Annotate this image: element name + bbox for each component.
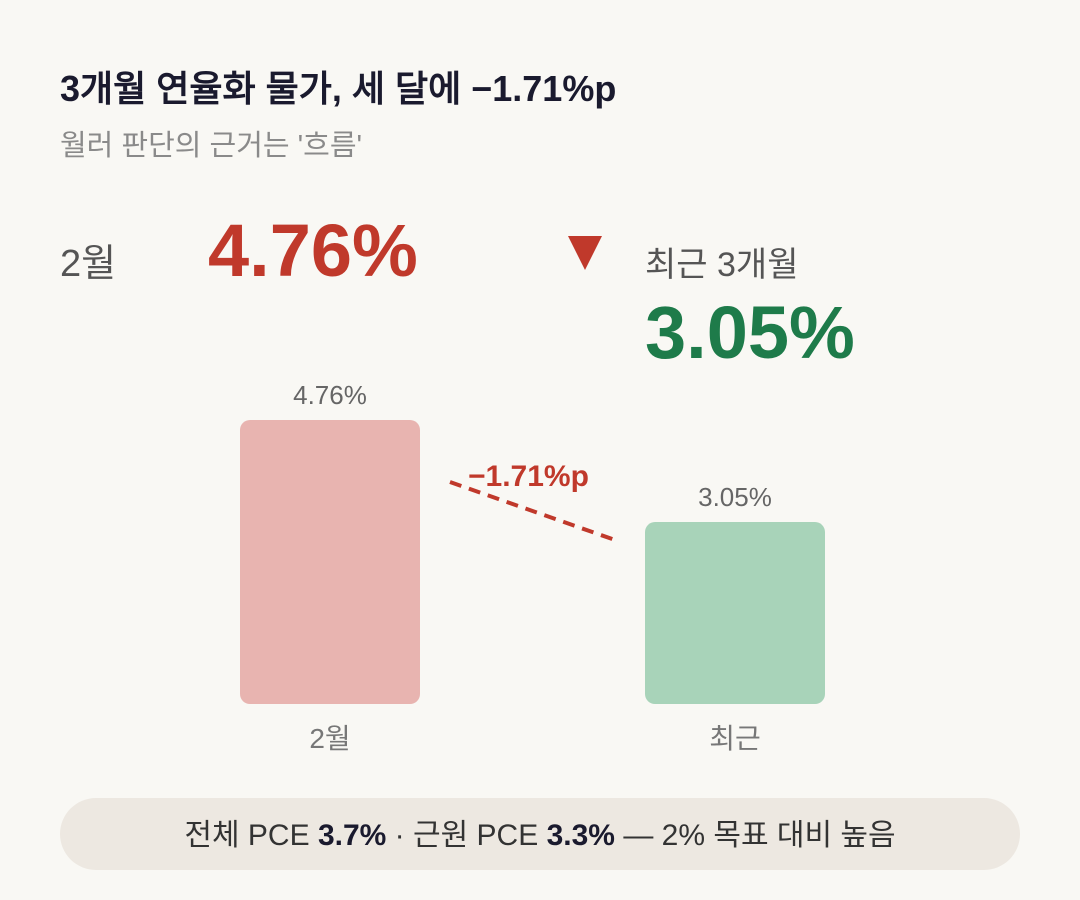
bar: [645, 522, 825, 704]
bar-group: 4.76% 2월 3.05% 최근: [240, 380, 825, 754]
x-tick-label: 최근: [709, 723, 761, 754]
footer-separator: ·: [395, 819, 405, 852]
compare-left-value: 4.76%: [208, 209, 418, 292]
footer-label: 근원 PCE: [413, 819, 538, 852]
footer-value: 3.3%: [547, 819, 615, 852]
footer-pill: [60, 798, 1020, 870]
chart-title: 3개월 연율화 물가, 세 달에 −1.71%p: [60, 68, 616, 109]
footer-text: 전체 PCE 3.7% · 근원 PCE 3.3% — 2% 목표 대비 높음: [184, 819, 895, 852]
change-annotation: −1.71%p: [468, 460, 589, 493]
chart-subtitle: 월러 판단의 근거는 '흐름': [60, 129, 362, 162]
footer-label: 전체 PCE: [184, 819, 309, 852]
footer-note: — 2% 목표 대비 높음: [623, 819, 895, 852]
compare-right-value: 3.05%: [645, 291, 855, 374]
change-line: [449, 480, 616, 542]
bar: [240, 420, 420, 704]
footer-value: 3.7%: [318, 819, 386, 852]
compare-right-label: 최근 3개월: [645, 246, 798, 284]
value-label: 3.05%: [698, 482, 772, 512]
x-tick-label: 2월: [309, 723, 350, 754]
compare-left-label: 2월: [60, 243, 116, 285]
down-arrow: [568, 236, 602, 270]
value-label: 4.76%: [293, 380, 367, 410]
